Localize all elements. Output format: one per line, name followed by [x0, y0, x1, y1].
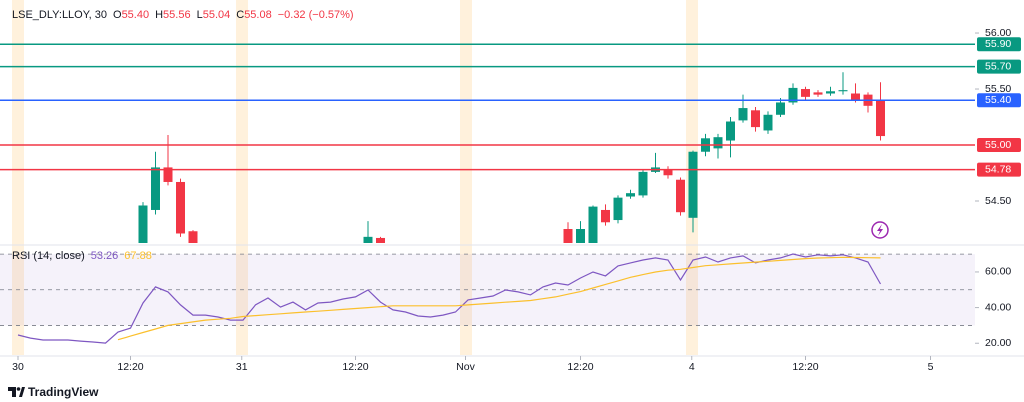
y-tick-label: 20.00 [985, 337, 1011, 349]
x-tick-label: 12:20 [342, 361, 368, 373]
logo-dot [16, 387, 21, 391]
rsi-last-value: 53.26 [91, 250, 119, 262]
axes: LSE_DLY:LLOY, 30 O55.40 H55.56 L55.04 C55.08… [0, 9, 1021, 373]
candle-body [876, 100, 885, 137]
ohlc-value: 55.04 [203, 9, 231, 21]
level-label: 55.40 [985, 94, 1011, 106]
x-tick-label: 4 [689, 361, 695, 373]
y-tick-label: 56.00 [985, 27, 1011, 39]
brand-name: TradingView [28, 385, 99, 399]
candle-body [801, 89, 810, 97]
x-tick-label: 12:20 [792, 361, 818, 373]
y-tick-label: 54.50 [985, 195, 1011, 207]
level-label-box [977, 37, 1021, 52]
candle-body [613, 197, 623, 221]
candle-body [638, 171, 648, 196]
alert-circle[interactable] [871, 221, 889, 239]
rsi-header: RSI (14, close) 53.26 67.88 [12, 250, 152, 262]
alert-icon[interactable] [871, 221, 889, 239]
ohlc-value: 55.56 [163, 9, 191, 21]
logo-shape [8, 387, 16, 397]
price-pane [138, 72, 885, 243]
ohlc-value: 55.40 [122, 9, 150, 21]
candle-body [138, 205, 148, 243]
candle-body [188, 231, 198, 243]
candle-body [176, 181, 185, 234]
rsi-title: RSI (14, close) [12, 250, 85, 262]
candle-body [576, 229, 585, 243]
ohlc-label: L [197, 9, 203, 21]
candle-body [826, 91, 835, 94]
level-label-box [977, 138, 1021, 153]
ohlc-value: 55.08 [244, 9, 272, 21]
symbol: LSE_DLY:LLOY, 30 [12, 9, 107, 21]
change: −0.32 (−0.57%) [278, 9, 354, 21]
y-tick-label: 55.50 [985, 83, 1011, 95]
level-label: 55.00 [985, 139, 1011, 151]
logo-shape [19, 387, 25, 397]
candle-body [151, 167, 160, 210]
session-highlight [12, 0, 24, 355]
candle-body [813, 92, 823, 95]
chart-header: LSE_DLY:LLOY, 30 O55.40 H55.56 L55.04 C55.08… [12, 9, 354, 21]
x-tick-label: Nov [456, 361, 475, 373]
level-label-box [977, 162, 1021, 177]
rsi-pane [0, 253, 975, 344]
y-tick-label: 60.00 [985, 266, 1011, 278]
ohlc-label: H [155, 9, 163, 21]
candle-body [751, 110, 760, 128]
candle-body [676, 179, 685, 213]
brand-logo [8, 387, 25, 397]
candle-body [626, 193, 635, 197]
session-highlight [460, 0, 472, 355]
candle-body [726, 121, 735, 141]
candle-body [851, 93, 860, 101]
candle-body [688, 151, 698, 218]
candle-body [763, 114, 773, 131]
candle-body [376, 237, 385, 243]
x-tick-label: 12:20 [117, 361, 143, 373]
level-label: 54.78 [985, 163, 1011, 175]
level-label-box [977, 93, 1021, 108]
x-tick-label: 5 [928, 361, 934, 373]
x-tick-label: 30 [12, 361, 24, 373]
candle-body [588, 206, 598, 243]
candle-body [163, 167, 173, 182]
level-label: 55.90 [985, 38, 1011, 50]
level-label: 55.70 [985, 60, 1011, 72]
candle-body [838, 90, 848, 92]
rsi-line [17, 253, 882, 344]
candle-body [563, 229, 573, 243]
candle-body [601, 209, 610, 223]
candle-body [738, 108, 748, 121]
candle-body [713, 137, 723, 149]
session-highlight [236, 0, 248, 355]
x-tick-label: 12:20 [567, 361, 593, 373]
x-tick-label: 31 [236, 361, 248, 373]
candle-body [663, 169, 673, 176]
y-tick-label: 40.00 [985, 301, 1011, 313]
rsi-last-value: 67.88 [124, 250, 152, 262]
ohlc-label: O [113, 9, 122, 21]
rsi-line [117, 256, 881, 341]
ohlc-label: C [236, 9, 244, 21]
candle-body [363, 236, 373, 243]
alert-bolt[interactable] [877, 224, 883, 236]
level-label-box [977, 59, 1021, 74]
candle-body [776, 102, 785, 115]
candle-body [788, 87, 798, 103]
